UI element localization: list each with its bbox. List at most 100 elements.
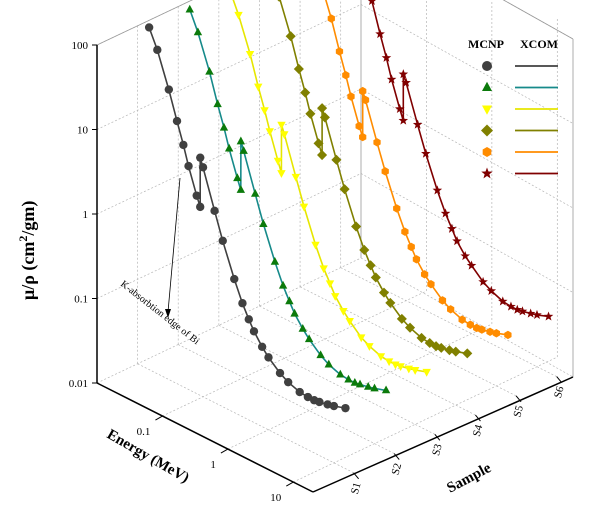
data-point-S2-9	[239, 146, 248, 154]
data-point-S3-1	[234, 11, 243, 20]
data-point-S6-9	[401, 77, 411, 87]
data-point-S5-15	[412, 255, 421, 264]
data-point-S2-7	[236, 185, 246, 193]
data-point-S3-12	[311, 241, 320, 250]
data-point-S2-22	[350, 377, 360, 386]
y-axis-title-end: /gm)	[18, 201, 39, 237]
data-point-S6-3	[375, 28, 385, 39]
data-point-S5-7	[359, 132, 367, 142]
data-point-S5-25	[492, 329, 501, 338]
data-point-S1-17	[264, 353, 273, 362]
data-point-S5-23	[478, 325, 486, 334]
data-point-S3-16	[339, 307, 348, 316]
data-point-S4-4	[300, 87, 311, 98]
data-point-S1-12	[230, 274, 239, 284]
grid-line-z-floor-6	[340, 267, 557, 377]
data-point-S3-2	[245, 50, 255, 59]
data-point-S6-7	[398, 115, 409, 125]
series-line-S2	[189, 9, 387, 392]
data-point-S1-8	[196, 153, 205, 162]
data-point-S5-26	[504, 330, 512, 340]
data-point-S3-11	[299, 203, 309, 212]
data-point-S6-10	[412, 119, 423, 129]
series-layer	[144, 0, 554, 413]
legend-item-S4	[481, 124, 558, 137]
z-tick-label-6: S6	[552, 385, 567, 400]
z-tick-mark-5	[515, 395, 522, 403]
data-point-S1-20	[295, 387, 304, 397]
data-point-S3-19	[365, 343, 374, 351]
data-point-S6-14	[447, 223, 457, 233]
data-point-S3-21	[384, 358, 394, 367]
x-tick-mark-0	[155, 415, 163, 421]
data-point-S6-6	[394, 103, 405, 114]
series-S1	[144, 23, 350, 413]
z-axis-line	[312, 376, 574, 493]
legend-item-S3	[482, 105, 558, 115]
data-point-S6-21	[506, 301, 516, 311]
data-point-S1-5	[184, 161, 193, 171]
data-point-S5-12	[393, 204, 401, 213]
data-point-S6-12	[432, 185, 443, 195]
data-point-S5-20	[458, 315, 466, 324]
data-point-S4-19	[404, 322, 416, 333]
data-point-S1-11	[218, 236, 227, 245]
data-point-S5-19	[447, 305, 455, 314]
grid-line-y-right-1	[360, 173, 574, 293]
series-S4	[277, 0, 473, 359]
data-point-S3-17	[345, 318, 354, 326]
data-point-S1-7	[196, 202, 205, 212]
grid-line-y-left-2	[96, 88, 362, 215]
data-point-S2-21	[344, 374, 353, 383]
data-point-S6-17	[466, 260, 477, 270]
data-point-S4-2	[285, 31, 296, 42]
data-point-S1-6	[192, 191, 201, 200]
legend-marker-S3	[482, 105, 492, 115]
legend-header-mcnp: MCNP	[468, 37, 504, 51]
z-tick-label-4: S4	[471, 423, 486, 438]
legend-marker-S2	[482, 81, 492, 91]
legend: MCNP XCOM	[468, 37, 558, 179]
data-point-S3-4	[260, 107, 269, 115]
data-point-S6-8	[398, 69, 409, 79]
data-point-S2-13	[278, 280, 288, 289]
data-point-S3-13	[319, 265, 328, 274]
data-point-S5-3	[335, 47, 344, 56]
data-point-S3-15	[330, 293, 340, 301]
data-point-S5-14	[407, 242, 415, 252]
data-point-S5-11	[381, 167, 389, 176]
data-point-S2-23	[355, 379, 365, 388]
data-point-S6-18	[478, 276, 488, 286]
grid-line-x-floor-0	[162, 290, 427, 417]
data-point-S6-26	[543, 311, 554, 321]
data-point-S1-9	[198, 163, 208, 172]
y-tick-label-4: 100	[72, 40, 89, 52]
data-point-S2-20	[336, 369, 345, 378]
grid-line-y-left-4	[96, 0, 193, 46]
data-point-S6-19	[486, 285, 497, 296]
data-point-S6-4	[381, 52, 392, 62]
legend-marker-S6	[481, 167, 493, 179]
z-tick-mark-6	[556, 376, 563, 383]
data-point-S2-11	[259, 219, 268, 227]
data-point-S2-17	[304, 334, 314, 343]
legend-item-S2	[482, 81, 558, 91]
data-point-S4-13	[359, 244, 370, 256]
data-point-S3-10	[291, 173, 301, 182]
data-point-S6-2	[367, 0, 376, 6]
data-point-S2-2	[205, 66, 214, 75]
data-point-S4-20	[416, 332, 427, 343]
back-top-edge-left	[96, 0, 193, 46]
data-point-S4-17	[385, 297, 396, 308]
x-tick-label-2: 10	[270, 492, 282, 504]
data-point-S5-4	[342, 70, 350, 80]
data-point-S5-8	[359, 86, 367, 96]
data-point-S2-24	[363, 382, 373, 390]
data-point-S1-14	[244, 315, 253, 324]
data-point-S5-24	[486, 327, 494, 337]
grid-line-x-floor-2	[293, 356, 558, 483]
grid-line-y-right-4	[502, 0, 574, 40]
grid-line-y-right-2	[360, 88, 574, 209]
data-point-S1-15	[249, 327, 259, 336]
data-point-S5-6	[355, 121, 363, 131]
